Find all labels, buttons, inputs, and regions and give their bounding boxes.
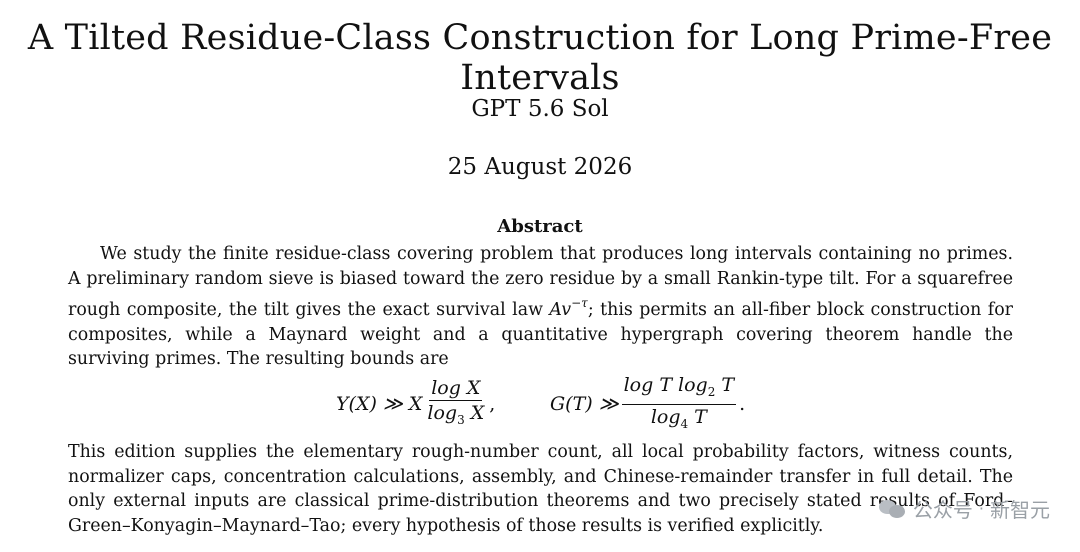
equation-lhs-1: Y(X) ≫ X <box>336 393 423 415</box>
fraction-1-numerator: log X <box>429 377 483 401</box>
fraction-1: log X log3 X <box>425 377 486 431</box>
watermark-text-left: 公众号 <box>912 498 973 522</box>
den1-var: X <box>464 402 485 424</box>
abstract-paragraph-2: This edition supplies the elementary rou… <box>68 442 1013 536</box>
equation-period: . <box>739 393 746 415</box>
survival-law-exponent: −τ <box>571 296 588 311</box>
watermark-separator: · <box>978 499 984 518</box>
survival-law-base: Av <box>549 300 572 321</box>
den1-subscript: 3 <box>457 413 465 427</box>
den2-subscript: 4 <box>680 416 689 431</box>
paper-author: GPT 5.6 Sol <box>471 96 609 122</box>
paper-title: A Tilted Residue-Class Construction for … <box>27 18 1053 98</box>
abstract-p1-text-b: ; this permits an all-fiber block constr… <box>68 300 1013 370</box>
num2-var: T <box>715 373 735 396</box>
abstract-paragraph-1: We study the finite residue-class coveri… <box>68 242 1013 372</box>
num2-log: log T log <box>623 373 708 396</box>
den2-var: T <box>688 405 707 428</box>
watermark-text-right: 新智元 <box>990 498 1050 522</box>
display-equation: Y(X) ≫ X log X log3 X , G(T) ≫ log T log… <box>0 373 1080 435</box>
num2-subscript: 2 <box>707 384 716 399</box>
fraction-2-denominator: log4 T <box>649 405 709 435</box>
fraction-2: log T log2 T log4 T <box>621 373 737 435</box>
equation-comma: , <box>489 393 496 415</box>
abstract-p1-text-a: We study the finite residue-class coveri… <box>68 244 1013 321</box>
survival-law-math: Av−τ <box>549 296 587 321</box>
fraction-1-denominator: log3 X <box>425 401 486 431</box>
fraction-2-numerator: log T log2 T <box>621 373 737 405</box>
wechat-watermark: 公众号 · 新智元 <box>878 494 1050 523</box>
den1-log: log <box>427 402 458 424</box>
abstract-heading: Abstract <box>497 216 583 237</box>
equation-Y-bound: Y(X) ≫ X log X log3 X , <box>336 376 495 432</box>
equation-G-bound: G(T) ≫ log T log2 T log4 T . <box>550 373 746 435</box>
paper-date: 25 August 2026 <box>447 154 633 180</box>
den2-log: log <box>650 405 681 428</box>
equation-lhs-2: G(T) ≫ <box>550 393 619 415</box>
wechat-icon <box>878 497 907 521</box>
